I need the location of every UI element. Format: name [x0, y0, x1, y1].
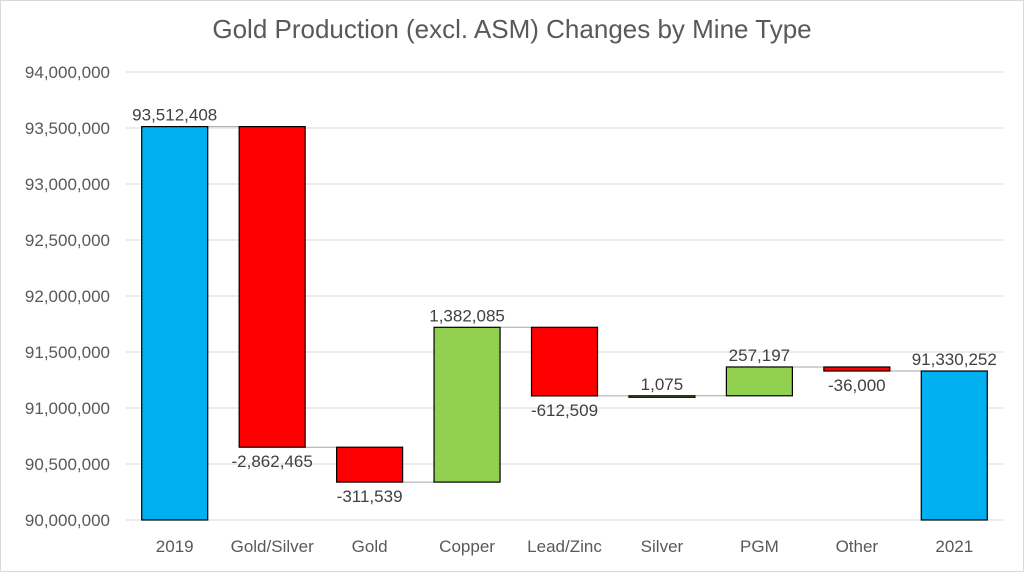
bar-decrease [336, 446, 404, 483]
x-tick-label: Other [836, 537, 879, 556]
chart-title: Gold Production (excl. ASM) Changes by M… [212, 14, 812, 44]
x-tick-label: 2021 [935, 537, 973, 556]
y-tick-label: 94,000,000 [25, 63, 110, 82]
data-label: 1,382,085 [429, 306, 505, 325]
x-tick-label: 2019 [156, 537, 194, 556]
data-label: -2,862,465 [232, 452, 313, 471]
bar-increase [725, 366, 793, 397]
data-label: 257,197 [729, 346, 790, 365]
y-tick-label: 93,500,000 [25, 119, 110, 138]
y-tick-label: 91,000,000 [25, 399, 110, 418]
y-tick-label: 90,500,000 [25, 455, 110, 474]
x-tick-label: Silver [641, 537, 684, 556]
bar-decrease [238, 126, 306, 448]
bar-decrease [530, 326, 599, 397]
x-tick-label: Gold/Silver [231, 537, 314, 556]
x-tick-label: PGM [740, 537, 779, 556]
bar-total [920, 370, 988, 521]
y-tick-label: 93,000,000 [25, 175, 110, 194]
y-tick-label: 92,500,000 [25, 231, 110, 250]
y-tick-label: 90,000,000 [25, 511, 110, 530]
data-label: 91,330,252 [912, 350, 997, 369]
x-tick-label: Gold [352, 537, 388, 556]
data-label: 93,512,408 [132, 106, 217, 125]
y-tick-label: 91,500,000 [25, 343, 110, 362]
bar-increase [433, 326, 501, 483]
data-label: -311,539 [337, 487, 403, 506]
x-tick-label: Lead/Zinc [527, 537, 602, 556]
bar-total [141, 126, 209, 521]
x-tick-label: Copper [439, 537, 495, 556]
y-tick-label: 92,000,000 [25, 287, 110, 306]
data-label: 1,075 [641, 375, 684, 394]
data-label: -36,000 [828, 376, 886, 395]
bar-decrease [823, 366, 891, 372]
data-label: -612,509 [531, 401, 598, 420]
bar-increase [628, 395, 696, 398]
